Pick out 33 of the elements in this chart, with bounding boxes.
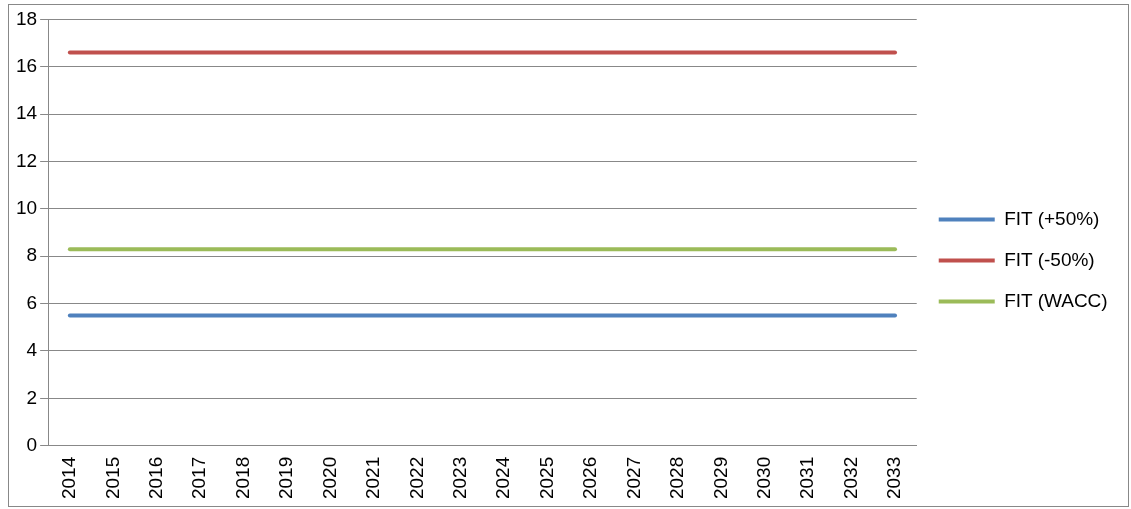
x-tick-label: 2030 [752,456,774,500]
legend-label: FIT (+50%) [1004,207,1100,229]
x-tick-label: 2032 [839,456,861,500]
x-tick-label: 2024 [492,456,514,500]
y-tick-label: 18 [15,7,38,29]
x-tick-label: 2027 [622,456,644,500]
x-tick-label: 2029 [709,456,731,500]
x-tick-label: 2016 [144,456,166,500]
x-tick-label: 2020 [318,456,340,500]
x-tick-label: 2017 [188,456,210,500]
x-tick-label: 2026 [579,456,601,500]
x-tick-label: 2019 [275,456,297,500]
y-tick-label: 14 [15,102,38,124]
x-tick-label: 2022 [405,456,427,500]
y-tick-label: 8 [26,244,38,266]
y-tick-label: 0 [26,433,38,455]
y-tick-label: 4 [26,339,38,361]
y-tick-label: 12 [15,149,38,171]
x-tick-label: 2033 [883,456,905,500]
x-tick-label: 2018 [231,456,253,500]
y-tick-label: 6 [26,291,38,313]
x-tick-label: 2014 [58,456,80,500]
x-tick-label: 2023 [448,456,470,500]
x-tick-label: 2028 [666,456,688,500]
y-tick-label: 16 [15,55,38,76]
legend-label: FIT (-50%) [1004,248,1095,270]
x-tick-label: 2025 [535,456,557,500]
y-tick-label: 10 [15,197,38,219]
legend-label: FIT (WACC) [1004,289,1108,311]
x-tick-label: 2015 [101,456,123,500]
x-tick-label: 2021 [362,456,384,500]
x-tick-label: 2031 [796,456,818,500]
y-tick-label: 2 [26,386,38,408]
